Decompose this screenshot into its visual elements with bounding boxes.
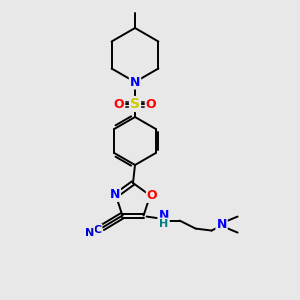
Text: N: N (110, 188, 120, 201)
Text: N: N (130, 76, 140, 88)
Text: O: O (146, 98, 156, 110)
Text: S: S (130, 97, 140, 111)
Text: C: C (93, 225, 101, 235)
Text: N: N (85, 228, 94, 238)
Text: N: N (158, 209, 169, 222)
Text: O: O (114, 98, 124, 110)
Text: N: N (216, 218, 227, 231)
Text: H: H (159, 219, 168, 229)
Text: O: O (147, 189, 158, 202)
